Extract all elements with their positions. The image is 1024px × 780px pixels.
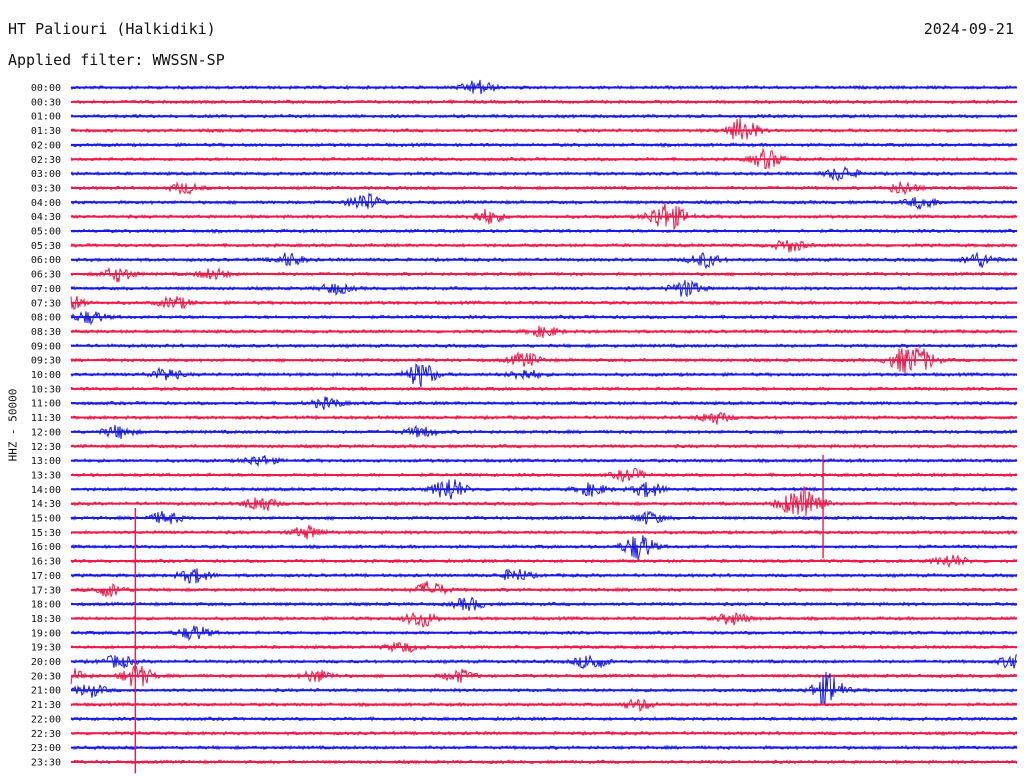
row-time-label: 18:30 [31, 614, 61, 625]
row-time-label: 23:30 [31, 757, 61, 768]
row-time-label: 22:00 [31, 714, 61, 725]
seismic-trace [70, 118, 1018, 140]
row-time-label: 09:00 [31, 341, 61, 352]
row-time-label: 20:00 [31, 657, 61, 668]
row-time-label: 16:30 [31, 557, 61, 568]
row-time-label: 19:30 [31, 643, 61, 654]
row-time-label: 12:30 [31, 442, 61, 453]
row-time-label: 21:30 [31, 700, 61, 711]
row-time-label: 11:30 [31, 413, 61, 424]
row-time-label: 15:00 [31, 514, 61, 525]
row-time-label: 23:00 [31, 743, 61, 754]
time-label-group: 00:00 00:30 01:00 01:30 02:00 02:30 03:00 03:30… [31, 83, 61, 768]
row-time-label: 07:00 [31, 284, 61, 295]
row-time-label: 21:00 [31, 686, 61, 697]
row-time-label: 12:00 [31, 427, 61, 438]
row-time-label: 02:00 [31, 140, 61, 151]
row-time-label: 10:30 [31, 384, 61, 395]
row-time-label: 18:00 [31, 600, 61, 611]
row-time-label: 07:30 [31, 298, 61, 309]
row-time-label: 22:30 [31, 729, 61, 740]
row-time-label: 05:00 [31, 227, 61, 238]
seismic-trace [70, 455, 1018, 468]
row-time-label: 17:00 [31, 571, 61, 582]
seismic-trace [70, 581, 1018, 599]
seismic-trace [70, 611, 1018, 628]
seismic-trace [70, 671, 1018, 707]
row-time-label: 00:00 [31, 83, 61, 94]
row-time-label: 04:30 [31, 212, 61, 223]
seismic-trace [70, 363, 1018, 387]
trace-group [70, 79, 1018, 774]
filter-label: Applied filter: WWSSN-SP [8, 51, 225, 69]
row-time-label: 06:00 [31, 255, 61, 266]
row-time-label: 00:30 [31, 97, 61, 108]
row-time-label: 03:00 [31, 169, 61, 180]
row-time-label: 15:30 [31, 528, 61, 539]
row-time-label: 16:00 [31, 542, 61, 553]
row-time-label: 13:30 [31, 470, 61, 481]
row-time-label: 01:30 [31, 126, 61, 137]
row-time-label: 20:30 [31, 671, 61, 682]
plot-date: 2024-09-21 [923, 20, 1014, 38]
row-time-label: 19:00 [31, 628, 61, 639]
row-time-label: 08:00 [31, 313, 61, 324]
row-time-label: 17:30 [31, 585, 61, 596]
seismic-trace [70, 266, 1018, 283]
row-time-label: 14:30 [31, 499, 61, 510]
row-time-label: 04:00 [31, 198, 61, 209]
row-time-label: 11:00 [31, 399, 61, 410]
seismic-trace [70, 412, 1018, 425]
row-time-label: 14:00 [31, 485, 61, 496]
row-time-label: 09:30 [31, 356, 61, 367]
row-time-label: 08:30 [31, 327, 61, 338]
row-time-label: 03:30 [31, 183, 61, 194]
row-time-label: 13:00 [31, 456, 61, 467]
row-time-label: 06:30 [31, 270, 61, 281]
row-time-label: 01:00 [31, 112, 61, 123]
row-time-label: 10:00 [31, 370, 61, 381]
row-time-label: 02:30 [31, 155, 61, 166]
row-time-label: 05:30 [31, 241, 61, 252]
seismic-trace [70, 239, 1018, 253]
station-title: HT Paliouri (Halkidiki) [8, 20, 216, 38]
